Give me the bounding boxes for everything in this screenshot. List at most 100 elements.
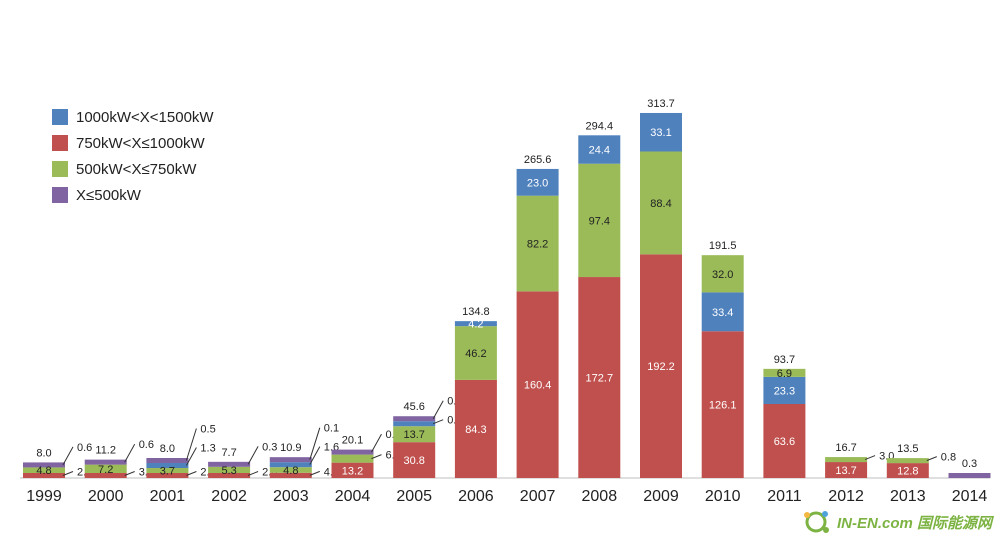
bar-segment xyxy=(578,163,621,278)
in-en-logo-icon xyxy=(803,511,829,533)
leader-line xyxy=(124,471,135,476)
leader-line xyxy=(247,446,259,465)
bar-segment xyxy=(886,458,929,464)
bar-segment xyxy=(640,254,682,478)
total-label: 7.7 xyxy=(221,447,236,459)
bar-segment xyxy=(269,462,312,468)
legend-swatch xyxy=(52,109,68,125)
bar-segment xyxy=(208,466,251,473)
total-label: 45.6 xyxy=(403,401,424,413)
total-label: 134.8 xyxy=(462,306,490,318)
leader-line xyxy=(185,447,197,466)
segment-label: 46.2 xyxy=(465,348,486,360)
bar-segment xyxy=(701,292,744,332)
bar-segment xyxy=(208,473,251,478)
bar-segment xyxy=(331,449,374,455)
segment-label: 4.8 xyxy=(36,465,51,477)
segment-label: 63.6 xyxy=(774,436,795,448)
legend-label: 1000kW<X<1500kW xyxy=(76,108,214,126)
segment-label: 172.7 xyxy=(586,373,614,385)
bar-segment xyxy=(640,151,682,255)
legend: 1000kW<X<1500kW 750kW<X≤1000kW 500kW<X≤7… xyxy=(52,104,214,208)
bar-segment xyxy=(393,442,436,478)
segment-label: 88.4 xyxy=(650,198,671,210)
total-label: 265.6 xyxy=(524,154,552,166)
leader-line xyxy=(186,471,197,476)
bar-segment xyxy=(208,461,251,467)
total-label: 10.9 xyxy=(280,442,301,454)
bar-segment xyxy=(454,326,497,380)
segment-label: 0.6 xyxy=(77,442,92,454)
x-tick-label: 2002 xyxy=(211,488,247,505)
bar-segment xyxy=(516,195,559,292)
segment-label: 84.3 xyxy=(465,424,486,436)
bar-segment xyxy=(886,463,929,478)
legend-label: 500kW<X≤750kW xyxy=(76,160,197,178)
segment-label: 160.4 xyxy=(524,380,552,392)
segment-label: 13.2 xyxy=(342,465,363,477)
bar-segment xyxy=(393,421,436,427)
segment-label: 3.7 xyxy=(160,466,175,478)
bar-segment xyxy=(331,454,374,463)
bar-segment xyxy=(393,426,436,443)
x-tick-label: 2004 xyxy=(335,488,371,505)
segment-label: 192.2 xyxy=(647,361,675,373)
leader-line xyxy=(432,400,444,419)
segment-label: 30.8 xyxy=(403,455,424,467)
leader-line xyxy=(864,455,876,461)
bar-segment xyxy=(84,459,127,465)
bar-segment xyxy=(454,379,497,478)
bar-segment xyxy=(269,467,312,473)
bar-segment xyxy=(84,464,127,473)
segment-label: 4.8 xyxy=(283,465,298,477)
bar-segment xyxy=(454,321,497,327)
bar-segment xyxy=(146,458,189,463)
total-label: 93.7 xyxy=(774,354,795,366)
leader-line xyxy=(62,446,74,466)
segment-label: 1.3 xyxy=(200,443,215,455)
x-tick-label: 2009 xyxy=(643,488,679,505)
leader-line xyxy=(124,443,136,463)
segment-label: 82.2 xyxy=(527,239,548,251)
bar-segment xyxy=(825,457,868,463)
bar-segment xyxy=(763,376,806,404)
x-tick-label: 2010 xyxy=(705,488,741,505)
legend-item: 1000kW<X<1500kW xyxy=(52,104,214,130)
legend-label: 750kW<X≤1000kW xyxy=(76,134,205,152)
bar-segment xyxy=(578,277,621,478)
bar-segment xyxy=(331,462,374,478)
leader-line xyxy=(185,428,197,461)
segment-label: 0.8 xyxy=(941,452,956,464)
total-label: 8.0 xyxy=(36,447,51,459)
total-label: 313.7 xyxy=(647,98,675,110)
bar-segment xyxy=(23,473,65,478)
x-tick-label: 2012 xyxy=(828,488,864,505)
segment-label: 0.6 xyxy=(139,439,154,451)
bar-segment xyxy=(948,473,991,478)
segment-label: 13.7 xyxy=(403,429,424,441)
segment-label: 0.5 xyxy=(200,424,215,436)
leader-line xyxy=(309,446,321,465)
x-tick-label: 2008 xyxy=(582,488,618,505)
x-tick-label: 2005 xyxy=(396,488,432,505)
leader-line xyxy=(371,433,382,453)
bar-segment xyxy=(701,255,744,293)
legend-swatch xyxy=(52,187,68,203)
leader-line xyxy=(62,471,74,476)
x-tick-label: 2013 xyxy=(890,488,926,505)
bar-segment xyxy=(578,135,621,164)
x-tick-label: 2001 xyxy=(150,488,186,505)
total-label: 8.0 xyxy=(160,443,175,455)
bar-segment xyxy=(516,168,559,196)
bar-segment xyxy=(763,368,806,377)
leader-line xyxy=(247,471,259,476)
segment-label: 5.3 xyxy=(221,465,236,477)
bar-segment xyxy=(23,467,65,473)
x-tick-label: 1999 xyxy=(26,488,62,505)
leader-line xyxy=(309,470,320,476)
segment-label: 4.2 xyxy=(468,319,483,331)
bar-segment xyxy=(269,457,312,463)
bar-segment xyxy=(393,416,436,422)
segment-label: 33.4 xyxy=(712,307,733,319)
